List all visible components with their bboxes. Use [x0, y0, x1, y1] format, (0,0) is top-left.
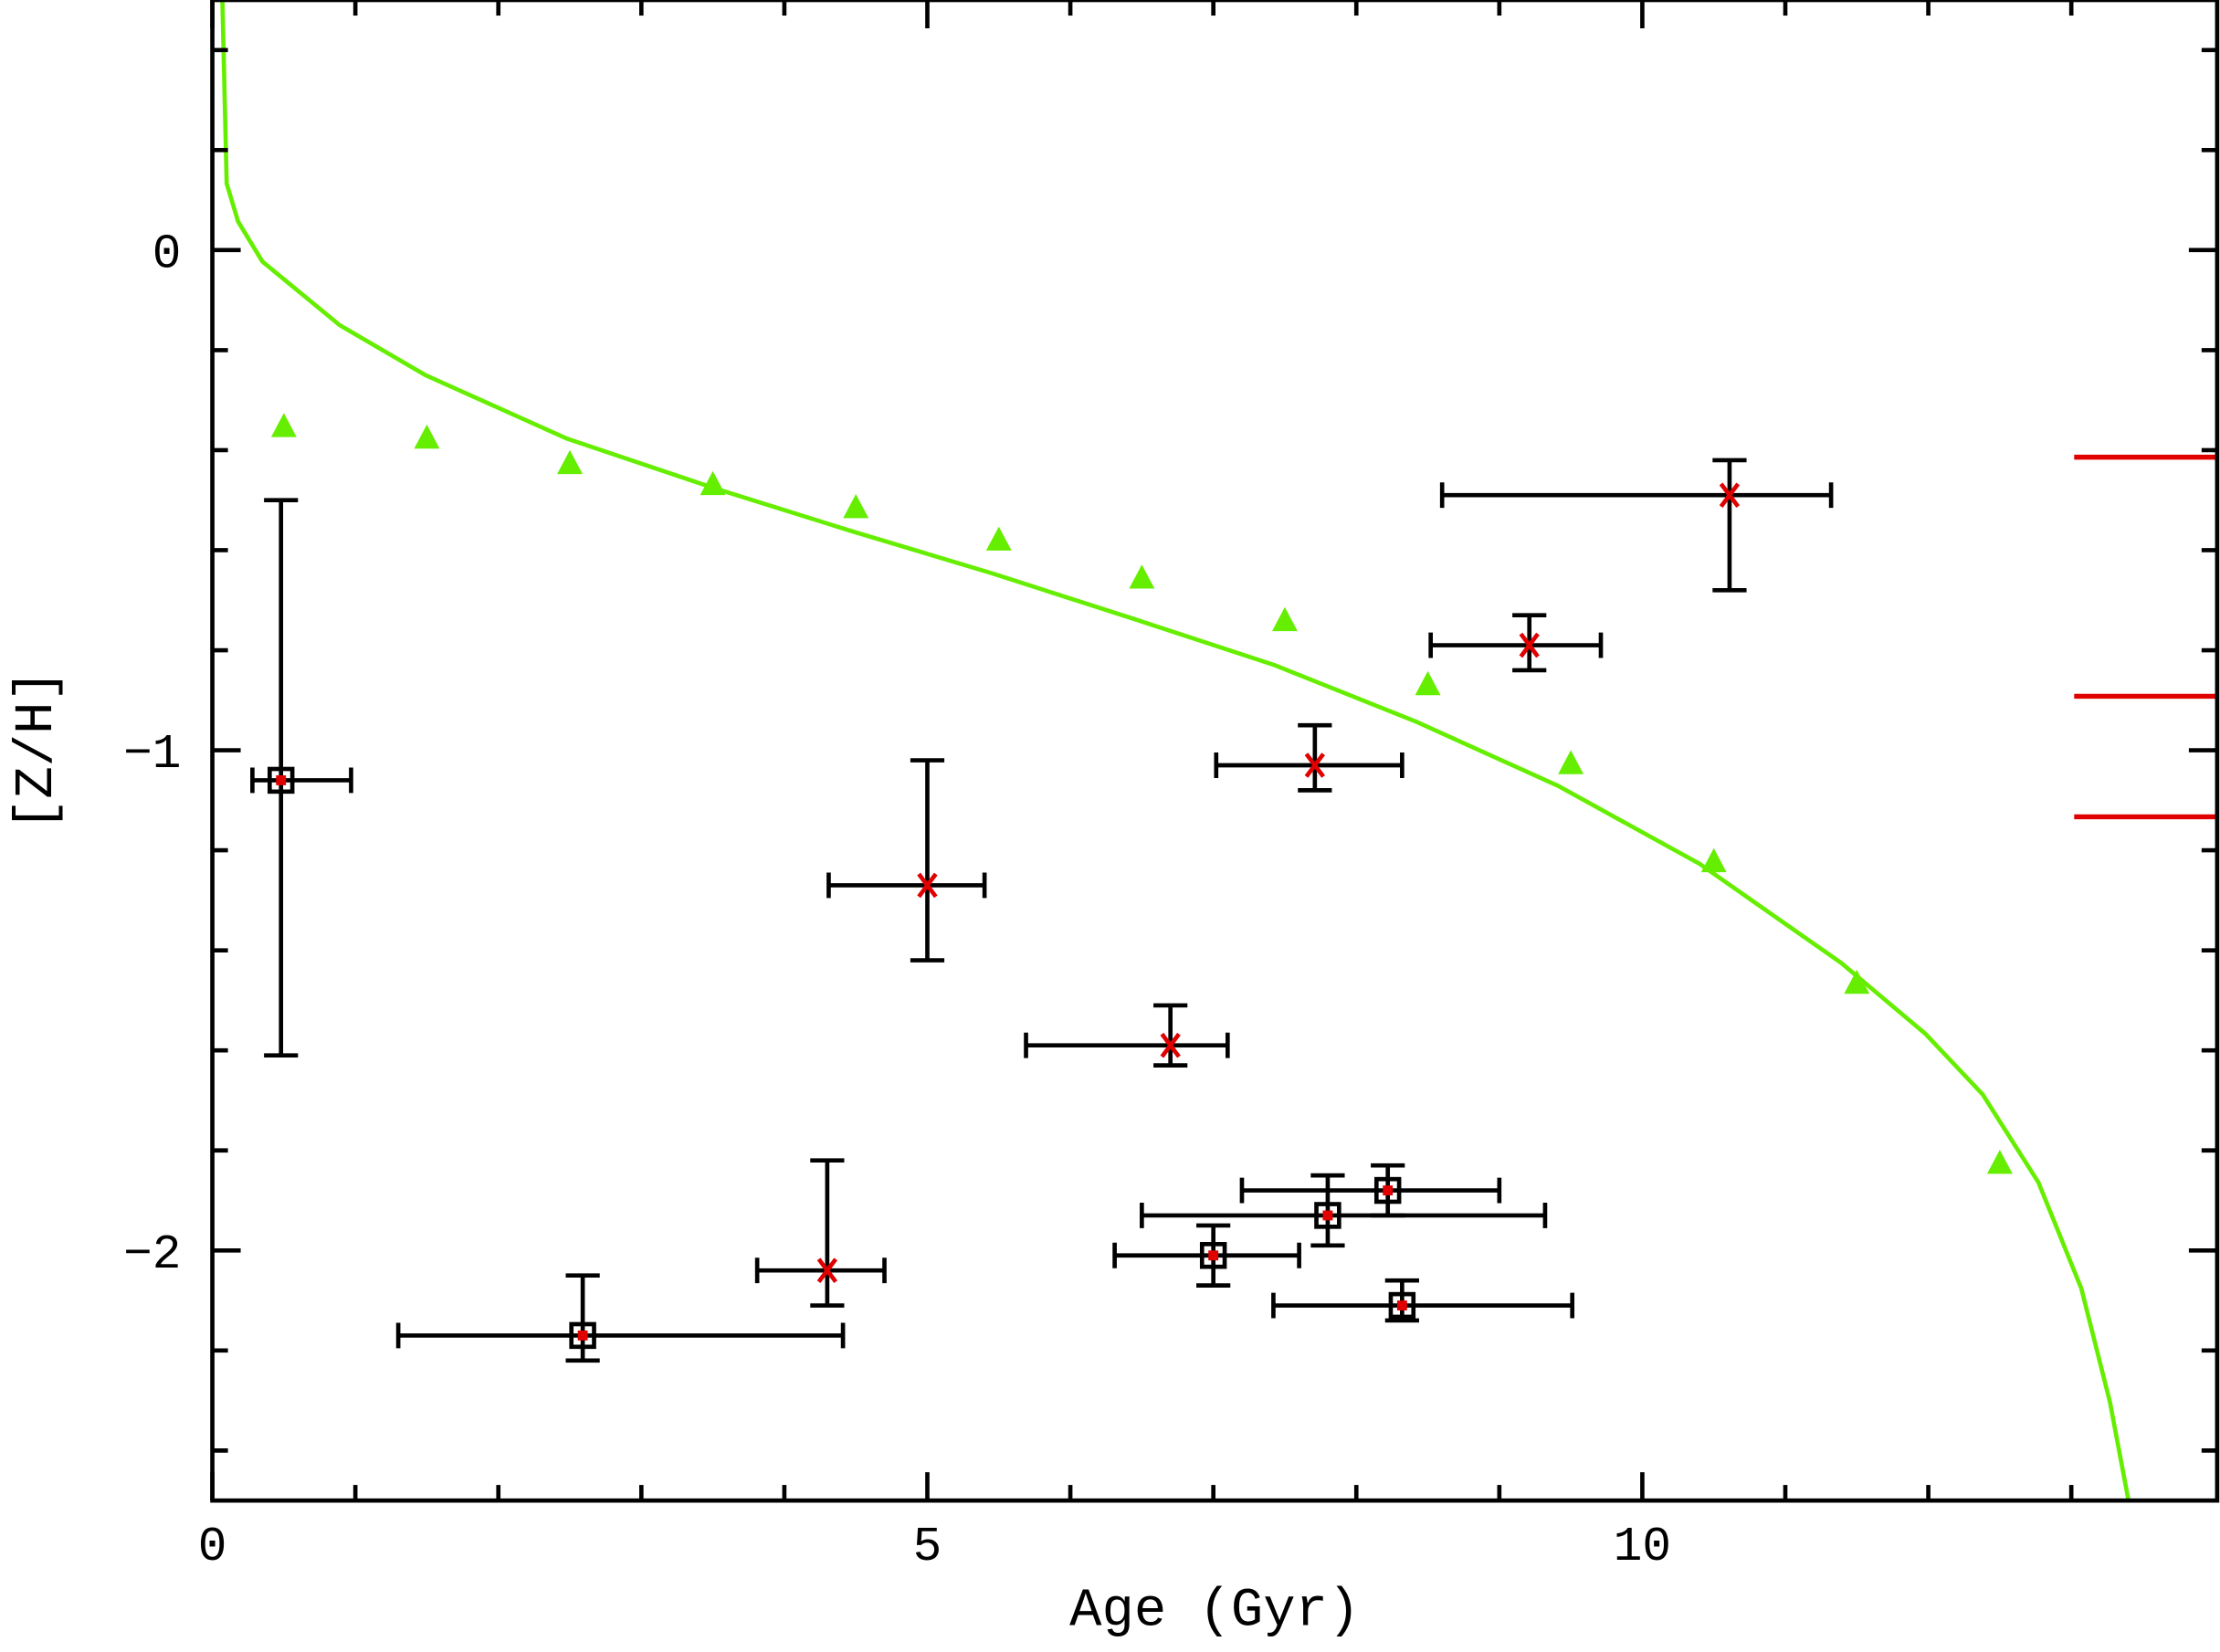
x-error-bar [1140, 1202, 1548, 1228]
y-error-bar [1310, 1173, 1345, 1248]
marker-square [569, 1321, 596, 1350]
marker-triangle [1700, 847, 1727, 873]
marker-triangle [843, 493, 869, 519]
marker-triangle [1558, 750, 1584, 774]
marker-triangle [557, 449, 583, 475]
y-error-bar [1384, 1278, 1419, 1323]
y-tick-label: −2 [123, 1227, 181, 1282]
y-tick-label: 0 [153, 226, 182, 281]
marker-cross [1160, 1032, 1181, 1058]
marker-triangle [414, 424, 440, 449]
marker-square [267, 766, 295, 794]
y-error-bar [1712, 458, 1747, 593]
x-error-bar [1024, 1032, 1230, 1058]
y-axis-label: [Z/H] [6, 669, 68, 831]
x-error-bar [1239, 1177, 1502, 1204]
marker-triangle [985, 526, 1012, 551]
marker-square [1373, 1176, 1402, 1205]
y-error-bar [1153, 1003, 1188, 1068]
marker-center [1396, 1300, 1407, 1310]
x-error-bar [1271, 1292, 1575, 1319]
marker-cross [1719, 482, 1741, 509]
marker-triangle [1272, 606, 1298, 632]
x-tick-label: 10 [1614, 1520, 1671, 1574]
marker-cross [1304, 752, 1326, 778]
x-error-bar [1112, 1242, 1301, 1268]
marker-cross [917, 872, 938, 899]
y-tick-label: −1 [123, 727, 181, 782]
marker-center [1208, 1250, 1219, 1261]
marker-center [276, 775, 287, 785]
x-axis-label: Age (Gyr) [1069, 1581, 1360, 1642]
x-error-bar [1428, 632, 1604, 658]
x-error-bar [1214, 752, 1405, 778]
model-curve [220, 0, 2131, 1501]
marker-cross [816, 1257, 838, 1283]
marker-square [1388, 1291, 1416, 1320]
x-error-bar [250, 767, 353, 794]
y-error-bar [1298, 722, 1332, 793]
marker-triangle [1986, 1150, 2013, 1174]
marker-center [1383, 1185, 1394, 1195]
marker-square [1199, 1242, 1227, 1269]
x-error-bar [826, 872, 987, 899]
x-error-bar [395, 1322, 846, 1349]
marker-triangle [1415, 670, 1441, 696]
y-error-bar [910, 758, 945, 963]
marker-triangle [270, 413, 297, 437]
marker-triangle [1129, 564, 1155, 589]
marker-center [577, 1330, 588, 1341]
marker-center [1322, 1210, 1333, 1221]
marker-triangle [1844, 969, 1870, 994]
x-tick-label: 5 [913, 1520, 942, 1574]
x-error-bar [1439, 482, 1834, 509]
y-error-bar [810, 1158, 845, 1308]
marker-square [1314, 1202, 1341, 1229]
x-error-bar [754, 1257, 887, 1284]
marker-cross [1519, 632, 1540, 658]
marker-triangle [700, 470, 726, 496]
x-tick-label: 0 [198, 1520, 227, 1574]
